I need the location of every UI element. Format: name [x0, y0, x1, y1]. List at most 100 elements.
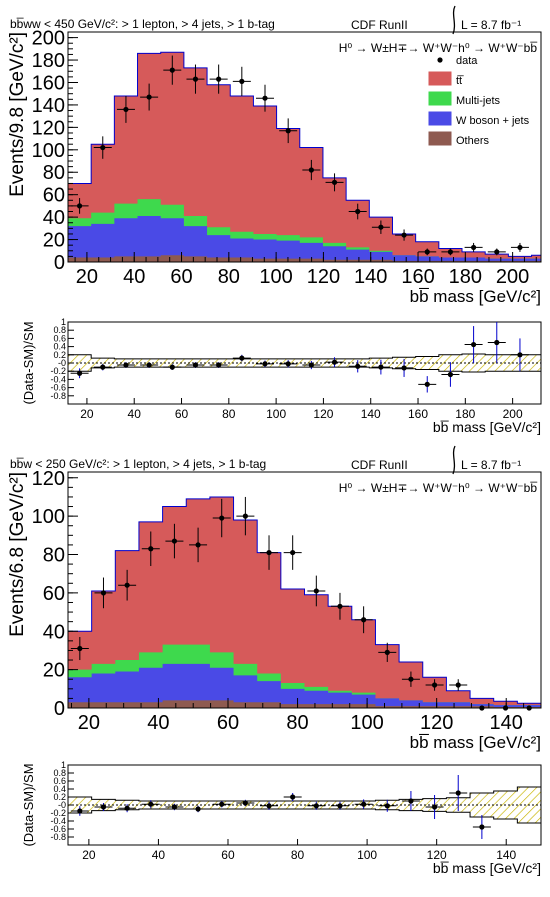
luminosity-label: L = 8.7 fb⁻¹	[461, 458, 521, 472]
y-tick-label: 0.4	[53, 784, 66, 794]
y-tick-label: 120	[32, 117, 65, 139]
x-axis-title: bb̅ mass [GeV/c²]	[410, 733, 541, 752]
data-point	[146, 94, 152, 100]
data-point	[216, 76, 222, 82]
ratio-point	[148, 801, 154, 807]
data-point	[470, 244, 477, 251]
y-axis-title: Events/9.8 [GeV/c²]	[7, 32, 28, 197]
legend-swatch-multijet	[428, 91, 452, 106]
y-tick-label: 120	[32, 468, 65, 490]
data-point	[361, 617, 367, 623]
x-tick-label: 60	[175, 407, 189, 421]
legend-swatch-wjets	[428, 111, 452, 126]
y-tick-label: -0.2	[50, 808, 66, 818]
y-tick-label: -0	[58, 358, 66, 368]
x-tick-label: 60	[221, 848, 235, 862]
data-point	[455, 682, 461, 688]
process-label: H⁰ → W±H∓→ W⁺W⁻h⁰ → W⁺W⁻bb̅	[339, 41, 538, 55]
data-point	[378, 224, 384, 230]
data-point	[355, 208, 361, 215]
y-tick-label: 180	[32, 50, 65, 72]
x-tick-label: 160	[401, 266, 434, 288]
ratio-point	[517, 352, 523, 358]
ratio-point	[494, 339, 500, 346]
stack-area-wjets	[68, 216, 541, 262]
ratio-point	[262, 361, 268, 367]
ratio-point	[124, 805, 130, 811]
stack-area-others	[68, 255, 541, 262]
y-tick-label: -0	[58, 800, 66, 810]
data-point	[331, 179, 338, 185]
y-tick-label: 0.4	[53, 342, 66, 352]
luminosity-label: L = 8.7 fb⁻¹	[461, 18, 521, 32]
data-point	[479, 705, 485, 711]
x-tick-label: 20	[78, 712, 100, 734]
stack-area-ttbar	[67, 51, 542, 263]
data-point	[308, 167, 314, 173]
ratio-point	[470, 341, 477, 348]
x-tick-label: 120	[307, 266, 340, 288]
x-tick-label: 180	[455, 407, 475, 421]
ratio-point	[100, 804, 107, 810]
data-point	[337, 603, 343, 609]
y-tick-label: 0.8	[53, 768, 66, 778]
x-tick-label: 100	[357, 848, 377, 862]
x-tick-label: 80	[286, 712, 308, 734]
ratio-point	[216, 362, 222, 368]
ratio-point	[313, 803, 319, 809]
data-point	[424, 249, 430, 255]
x-tick-label: 80	[291, 848, 305, 862]
ratio-point	[76, 370, 83, 376]
y-tick-label: 0	[54, 252, 65, 274]
data-point	[262, 95, 268, 101]
data-point	[313, 588, 319, 594]
data-point	[171, 538, 178, 544]
ratio-point	[408, 798, 414, 804]
y-tick-label: -0.8	[50, 832, 66, 842]
y-tick-label: 140	[32, 95, 65, 117]
header-experiment: CDF RunII	[351, 18, 408, 32]
y-tick-label: 80	[43, 545, 65, 567]
x-tick-label: 140	[361, 407, 381, 421]
x-tick-label: 80	[218, 266, 240, 288]
x-tick-label: 40	[123, 266, 145, 288]
legend-label: Multi-jets	[456, 95, 501, 107]
y-tick-label: 100	[32, 140, 65, 162]
y-tick-label: -0.4	[50, 816, 66, 826]
ratio-point	[100, 364, 106, 370]
ratio-point	[239, 355, 245, 361]
ratio-point	[308, 362, 314, 368]
legend-label: W boson + jets	[456, 115, 530, 127]
integral-sign	[452, 5, 456, 35]
plot-frame	[67, 471, 542, 709]
x-tick-label: 40	[128, 407, 142, 421]
ratio-point	[337, 803, 343, 809]
y-tick-label: 20	[43, 660, 65, 682]
data-point	[290, 549, 296, 556]
x-tick-label: 60	[217, 712, 239, 734]
legend-marker-data	[437, 57, 443, 63]
data-point	[169, 67, 175, 73]
ratio-point	[285, 361, 291, 367]
data-point	[100, 144, 106, 151]
process-label: H⁰ → W±H∓→ W⁺W⁻h⁰ → W⁺W⁻bb̅	[339, 481, 538, 495]
legend-label: Others	[456, 135, 490, 147]
x-tick-label: 160	[408, 407, 428, 421]
x-tick-label: 200	[503, 407, 523, 421]
x-tick-label: 40	[152, 848, 166, 862]
header-experiment: CDF RunII	[351, 458, 408, 472]
ratio-point	[455, 790, 461, 796]
legend-label: data	[456, 55, 478, 67]
ratio-point	[331, 359, 338, 365]
x-tick-label: 20	[80, 407, 94, 421]
x-tick-label: 120	[313, 407, 333, 421]
data-point	[266, 549, 272, 556]
legend-label: tt̅	[456, 75, 464, 87]
x-tick-label: 20	[76, 266, 98, 288]
y-axis-title: (Data-SM)/SM	[21, 321, 36, 404]
header-selection: bb̅w < 250 GeV/c²: > 1 lepton, > 4 jets,…	[10, 457, 266, 471]
x-tick-label: 100	[266, 407, 286, 421]
plot-frame	[67, 31, 542, 263]
